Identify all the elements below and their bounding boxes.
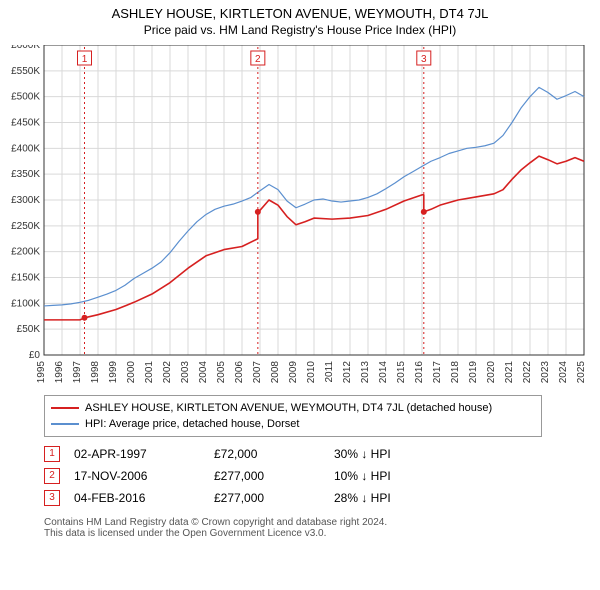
svg-text:2018: 2018 [450, 361, 461, 384]
svg-text:1995: 1995 [36, 361, 47, 384]
transactions-table: 1 02-APR-1997 £72,000 30% ↓ HPI 2 17-NOV… [44, 443, 590, 509]
svg-text:£100K: £100K [11, 298, 40, 309]
svg-text:2004: 2004 [198, 361, 209, 384]
svg-text:2005: 2005 [216, 361, 227, 384]
svg-text:2008: 2008 [270, 361, 281, 384]
chart-title: ASHLEY HOUSE, KIRTLETON AVENUE, WEYMOUTH… [0, 0, 600, 21]
svg-text:2017: 2017 [432, 361, 443, 384]
legend: ASHLEY HOUSE, KIRTLETON AVENUE, WEYMOUTH… [44, 395, 542, 437]
footer-line: This data is licensed under the Open Gov… [44, 528, 590, 539]
svg-text:£300K: £300K [11, 195, 40, 206]
svg-text:2024: 2024 [558, 361, 569, 384]
svg-text:£200K: £200K [11, 247, 40, 258]
svg-text:£550K: £550K [11, 66, 40, 77]
svg-text:£150K: £150K [11, 273, 40, 284]
tx-date: 17-NOV-2006 [74, 469, 214, 483]
svg-text:1996: 1996 [54, 361, 65, 384]
svg-text:2000: 2000 [126, 361, 137, 384]
tx-price: £277,000 [214, 491, 334, 505]
svg-text:£0: £0 [29, 350, 41, 361]
svg-text:2: 2 [255, 54, 261, 65]
table-row: 3 04-FEB-2016 £277,000 28% ↓ HPI [44, 487, 590, 509]
svg-text:£250K: £250K [11, 221, 40, 232]
tx-date: 04-FEB-2016 [74, 491, 214, 505]
line-chart: £0 £50K £100K £150K £200K £250K £300K £350K £400… [0, 45, 600, 385]
svg-text:1999: 1999 [108, 361, 119, 384]
svg-text:2012: 2012 [342, 361, 353, 384]
chart-subtitle: Price paid vs. HM Land Registry's House … [0, 21, 600, 37]
svg-text:2001: 2001 [144, 361, 155, 384]
svg-text:£600K: £600K [11, 45, 40, 51]
tx-marker-2: 2 [44, 468, 60, 484]
svg-text:2019: 2019 [468, 361, 479, 384]
svg-text:£450K: £450K [11, 118, 40, 129]
svg-text:£50K: £50K [17, 324, 41, 335]
chart-area: £0 £50K £100K £150K £200K £250K £300K £350K £400… [0, 45, 600, 385]
svg-text:2011: 2011 [324, 361, 335, 383]
tx-diff: 30% ↓ HPI [334, 447, 454, 461]
svg-text:2009: 2009 [288, 361, 299, 384]
tx-marker-3: 3 [44, 490, 60, 506]
svg-text:2022: 2022 [522, 361, 533, 384]
svg-text:1997: 1997 [72, 361, 83, 384]
tx-diff: 10% ↓ HPI [334, 469, 454, 483]
svg-text:£500K: £500K [11, 92, 40, 103]
table-row: 2 17-NOV-2006 £277,000 10% ↓ HPI [44, 465, 590, 487]
tx-price: £72,000 [214, 447, 334, 461]
svg-text:2010: 2010 [306, 361, 317, 384]
tx-diff: 28% ↓ HPI [334, 491, 454, 505]
legend-item: HPI: Average price, detached house, Dors… [51, 416, 535, 432]
svg-text:2002: 2002 [162, 361, 173, 384]
svg-text:2015: 2015 [396, 361, 407, 384]
legend-item: ASHLEY HOUSE, KIRTLETON AVENUE, WEYMOUTH… [51, 400, 535, 416]
svg-text:2006: 2006 [234, 361, 245, 384]
svg-text:2016: 2016 [414, 361, 425, 384]
svg-text:£350K: £350K [11, 169, 40, 180]
legend-label: HPI: Average price, detached house, Dors… [85, 418, 299, 430]
svg-text:1: 1 [82, 54, 88, 65]
svg-text:2013: 2013 [360, 361, 371, 384]
svg-text:2003: 2003 [180, 361, 191, 384]
svg-text:2021: 2021 [504, 361, 515, 384]
page: ASHLEY HOUSE, KIRTLETON AVENUE, WEYMOUTH… [0, 0, 600, 590]
legend-swatch [51, 407, 79, 409]
legend-label: ASHLEY HOUSE, KIRTLETON AVENUE, WEYMOUTH… [85, 402, 492, 414]
svg-text:2025: 2025 [576, 361, 587, 384]
table-row: 1 02-APR-1997 £72,000 30% ↓ HPI [44, 443, 590, 465]
tx-date: 02-APR-1997 [74, 447, 214, 461]
tx-marker-1: 1 [44, 446, 60, 462]
svg-text:£400K: £400K [11, 143, 40, 154]
legend-swatch [51, 423, 79, 425]
footer: Contains HM Land Registry data © Crown c… [44, 517, 590, 539]
svg-text:2020: 2020 [486, 361, 497, 384]
svg-text:2023: 2023 [540, 361, 551, 384]
svg-text:2007: 2007 [252, 361, 263, 384]
tx-price: £277,000 [214, 469, 334, 483]
svg-text:2014: 2014 [378, 361, 389, 384]
svg-text:3: 3 [421, 54, 427, 65]
svg-text:1998: 1998 [90, 361, 101, 384]
footer-line: Contains HM Land Registry data © Crown c… [44, 517, 590, 528]
